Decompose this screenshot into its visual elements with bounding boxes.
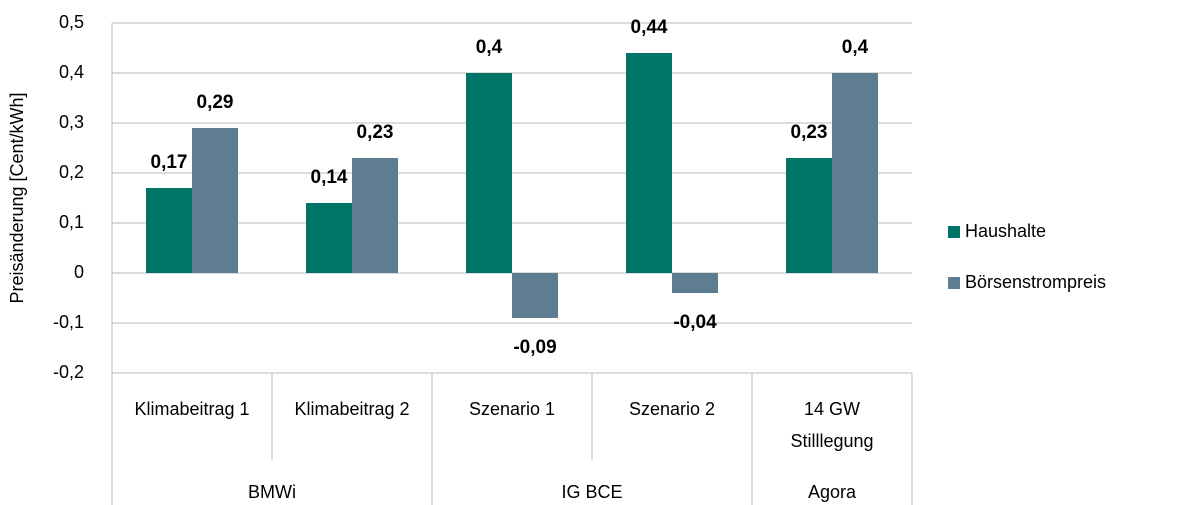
bar xyxy=(466,73,512,273)
value-label: 0,4 xyxy=(476,37,503,58)
group-label: IG BCE xyxy=(561,482,622,502)
x-tick-label: Klimabeitrag 2 xyxy=(294,399,409,419)
y-tick-label: 0,2 xyxy=(59,162,84,182)
bar xyxy=(832,73,878,273)
bar xyxy=(306,203,352,273)
value-label: 0,4 xyxy=(842,37,869,58)
value-label: 0,23 xyxy=(791,122,828,143)
x-tick-label: Szenario 1 xyxy=(469,399,555,419)
y-tick-label: 0,3 xyxy=(59,112,84,132)
value-label: 0,14 xyxy=(311,167,348,188)
group-label: Agora xyxy=(808,482,857,502)
legend-label: Börsenstrompreis xyxy=(965,272,1106,292)
value-label: -0,04 xyxy=(673,312,717,333)
y-tick-label: 0,5 xyxy=(59,12,84,32)
y-tick-label: 0,1 xyxy=(59,212,84,232)
bar xyxy=(672,273,718,293)
y-tick-label: 0,4 xyxy=(59,62,84,82)
bar xyxy=(146,188,192,273)
bar xyxy=(512,273,558,318)
x-tick-label: 14 GW Stilllegung xyxy=(790,399,873,451)
y-tick-label: -0,2 xyxy=(53,362,84,382)
legend-swatch xyxy=(948,277,960,289)
bar xyxy=(352,158,398,273)
bar xyxy=(192,128,238,273)
legend-swatch xyxy=(948,226,960,238)
value-label: -0,09 xyxy=(513,337,556,358)
bar xyxy=(786,158,832,273)
y-tick-label: -0,1 xyxy=(53,312,84,332)
value-label: 0,17 xyxy=(151,152,188,173)
x-tick-label: Klimabeitrag 1 xyxy=(134,399,249,419)
bar xyxy=(626,53,672,273)
group-label: BMWi xyxy=(248,482,296,502)
value-label: 0,44 xyxy=(631,17,668,38)
y-tick-label: 0 xyxy=(74,262,84,282)
value-label: 0,29 xyxy=(197,92,234,113)
value-label: 0,23 xyxy=(357,122,394,143)
y-axis-label: Preisänderung [Cent/kWh] xyxy=(7,92,27,303)
legend-label: Haushalte xyxy=(965,221,1046,241)
x-tick-label: Szenario 2 xyxy=(629,399,715,419)
